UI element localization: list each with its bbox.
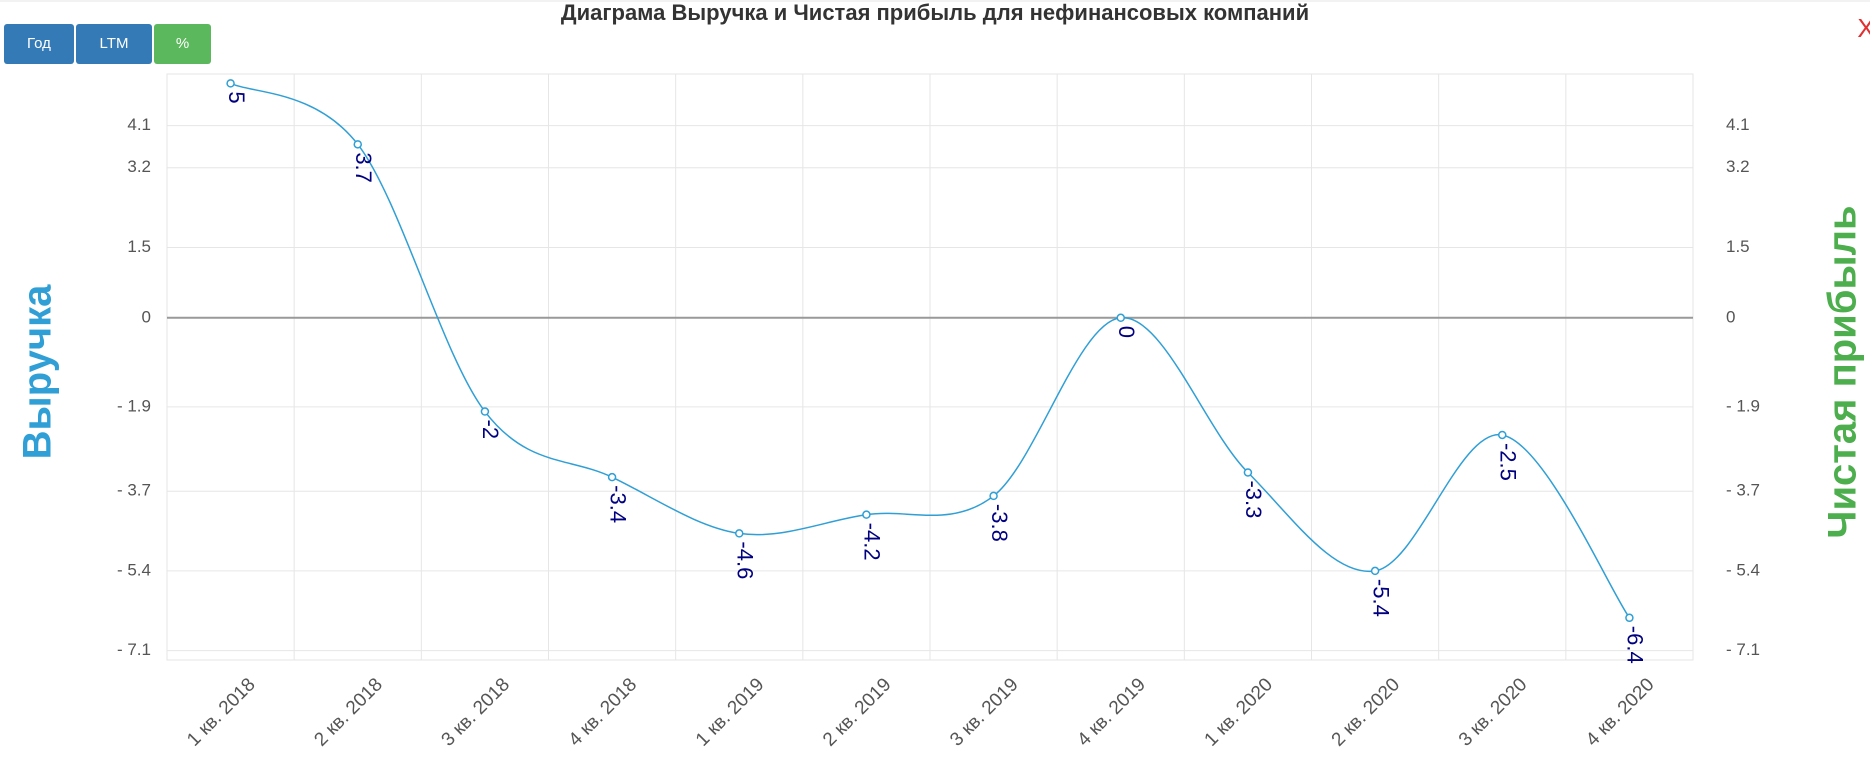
point xyxy=(1116,313,1125,323)
point xyxy=(1370,566,1380,576)
y2-tick-label: - 3.7 xyxy=(1726,481,1760,500)
y-tick-label: - 1.9 xyxy=(117,396,151,415)
y-tick-label: 4.1 xyxy=(127,115,151,134)
data-label: -4.6 xyxy=(732,541,757,579)
button[interactable]: % xyxy=(154,24,211,64)
chart-title: Диаграма Выручка и Чистая прибыль для не… xyxy=(561,0,1309,25)
data-label: -6.4 xyxy=(1623,626,1648,664)
y-tick-label: - 3.7 xyxy=(117,481,151,500)
point xyxy=(735,529,744,538)
close-button[interactable]: X xyxy=(1857,13,1870,43)
y-tick-label: 1.5 xyxy=(127,237,151,256)
data-label: 5 xyxy=(224,91,249,103)
x-tick-label: 4 кв. 2018 xyxy=(565,674,641,750)
data-label: -4.2 xyxy=(860,523,885,561)
point xyxy=(353,140,362,149)
data-label: 0 xyxy=(1114,326,1139,338)
y2-tick-label: - 1.9 xyxy=(1726,396,1760,415)
x-tick-label: 4 кв. 2019 xyxy=(1073,674,1149,750)
data-label: -3.8 xyxy=(987,504,1012,542)
button[interactable]: Год xyxy=(4,24,74,64)
y2-tick-label: 0 xyxy=(1726,307,1735,326)
line xyxy=(230,82,1631,619)
y-tick-label: 0 xyxy=(142,307,151,326)
y2-tick-label: 1.5 xyxy=(1726,237,1750,256)
data-label: -2 xyxy=(478,420,503,440)
y2-tick-label: 3.2 xyxy=(1726,157,1750,176)
point xyxy=(480,407,490,416)
x-tick-label: 1 кв. 2019 xyxy=(692,674,768,750)
point xyxy=(989,491,998,501)
x-tick-label: 2 кв. 2018 xyxy=(310,674,386,750)
data-label: -2.5 xyxy=(1495,443,1520,481)
button[interactable]: LTM xyxy=(76,24,152,64)
y-tick-label: 3.2 xyxy=(127,157,151,176)
point xyxy=(226,79,235,88)
point xyxy=(1243,468,1253,477)
data-label: -3.3 xyxy=(1241,480,1266,518)
point xyxy=(1498,430,1507,440)
x-tick-label: 3 кв. 2019 xyxy=(946,674,1022,750)
y2-tick-label: - 7.1 xyxy=(1726,640,1760,659)
point xyxy=(1625,613,1634,623)
x-tick-label: 2 кв. 2019 xyxy=(819,674,895,750)
button-bar: Год LTM % xyxy=(4,24,211,64)
y-tick-label: - 5.4 xyxy=(117,560,151,579)
x-tick-label: 1 кв. 2020 xyxy=(1201,674,1277,750)
point xyxy=(862,510,871,519)
data-label: -3.4 xyxy=(605,485,630,523)
y2-tick-label: 4.1 xyxy=(1726,115,1750,134)
y2-tick-label: - 5.4 xyxy=(1726,560,1760,579)
x-tick-label: 4 кв. 2020 xyxy=(1582,674,1658,750)
data-label: 3.7 xyxy=(351,152,376,183)
point xyxy=(607,472,617,482)
x-tick-label: 2 кв. 2020 xyxy=(1328,674,1404,750)
x-tick-label: 3 кв. 2020 xyxy=(1455,674,1531,750)
y2-axis-title: Чистая прибыль xyxy=(1821,205,1865,538)
y-tick-label: - 7.1 xyxy=(117,640,151,659)
x-tick-label: 1 кв. 2018 xyxy=(183,674,259,750)
y-axis-title: Выручка xyxy=(16,284,60,459)
data-label: -5.4 xyxy=(1368,579,1393,617)
x-tick-label: 3 кв. 2018 xyxy=(438,674,514,750)
